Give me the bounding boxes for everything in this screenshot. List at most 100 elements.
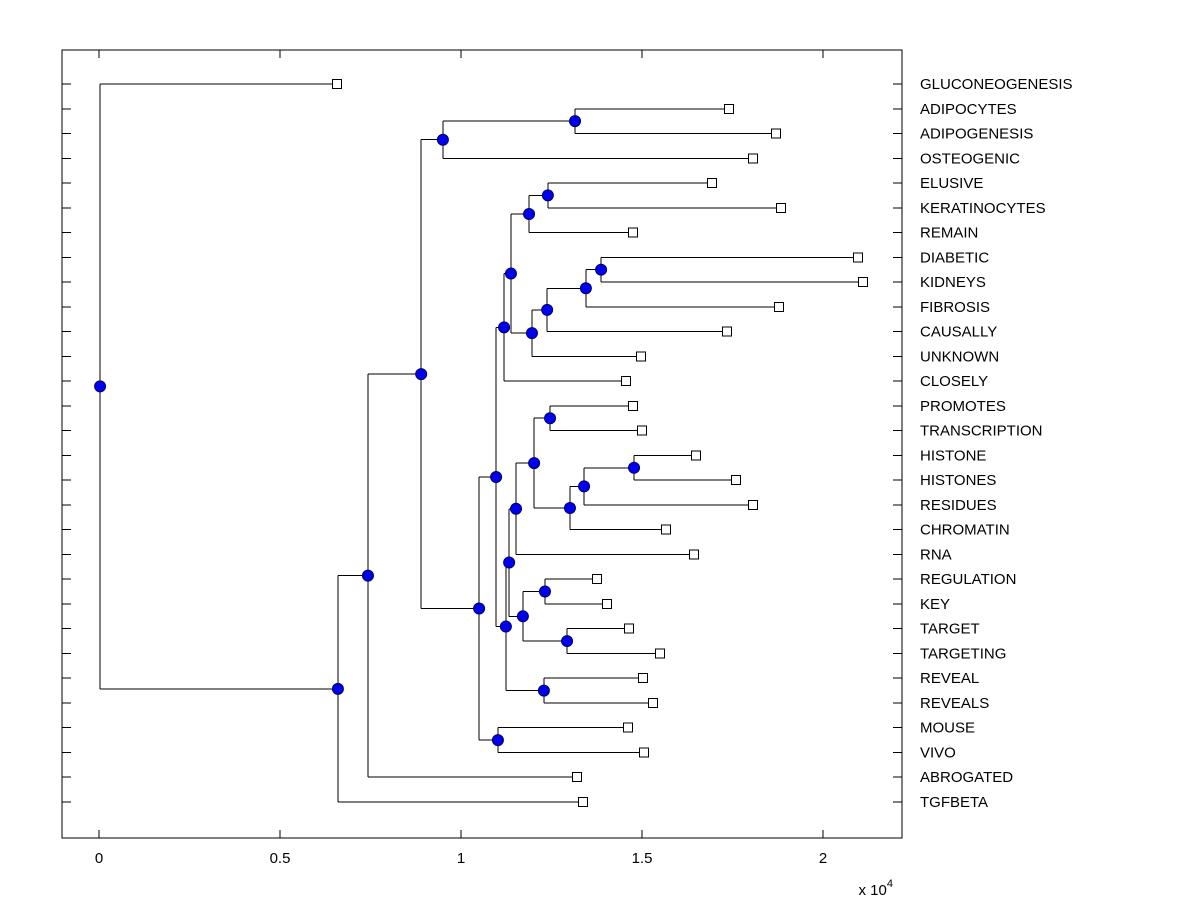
leaf-marker	[689, 549, 700, 560]
leaf-marker	[773, 301, 784, 312]
axes-box	[61, 49, 903, 839]
leaf-label: GLUCONEOGENESIS	[920, 76, 1073, 93]
cluster-node-marker	[537, 684, 550, 697]
leaf-marker	[592, 574, 603, 585]
leaf-label: CLOSELY	[920, 373, 988, 390]
cluster-node-marker	[498, 321, 511, 334]
leaf-marker	[647, 697, 658, 708]
leaf-label: ADIPOGENESIS	[920, 126, 1033, 143]
leaf-label: REMAIN	[920, 225, 978, 242]
leaf-marker	[655, 648, 666, 659]
leaf-label: CHROMATIN	[920, 522, 1010, 539]
leaf-label: HISTONES	[920, 472, 996, 489]
cluster-node-marker	[544, 412, 557, 425]
leaf-label: REVEAL	[920, 670, 979, 687]
leaf-marker	[731, 475, 742, 486]
cluster-node-marker	[504, 267, 517, 280]
x-tick-label: 2	[819, 850, 827, 867]
cluster-node-marker	[538, 585, 551, 598]
leaf-label: ELUSIVE	[920, 175, 983, 192]
leaf-label: TRANSCRIPTION	[920, 423, 1043, 440]
cluster-node-marker	[523, 207, 536, 220]
cluster-node-marker	[595, 263, 608, 276]
x-tick-label: 1	[457, 850, 465, 867]
leaf-label: MOUSE	[920, 720, 975, 737]
leaf-marker	[627, 400, 638, 411]
x-axis-multiplier: x 104	[859, 878, 893, 899]
leaf-marker	[571, 772, 582, 783]
leaf-label: OSTEOGENIC	[920, 150, 1020, 167]
cluster-node-marker	[499, 620, 512, 633]
leaf-label: KIDNEYS	[920, 274, 986, 291]
leaf-label: DIABETIC	[920, 249, 989, 266]
leaf-label: TARGET	[920, 621, 980, 638]
leaf-label: PROMOTES	[920, 398, 1006, 415]
leaf-label: UNKNOWN	[920, 348, 999, 365]
cluster-node-marker	[628, 461, 641, 474]
leaf-label: KEY	[920, 596, 950, 613]
cluster-node-marker	[569, 115, 582, 128]
leaf-marker	[637, 425, 647, 436]
leaf-marker	[776, 202, 787, 213]
cluster-node-marker	[516, 610, 529, 623]
cluster-node-marker	[525, 327, 538, 340]
cluster-node-marker	[561, 635, 574, 648]
leaf-marker	[635, 351, 646, 362]
leaf-marker	[722, 326, 733, 337]
cluster-node-marker	[503, 556, 516, 569]
cluster-node-marker	[563, 501, 576, 514]
leaf-marker	[577, 796, 588, 807]
leaf-marker	[770, 128, 781, 139]
cluster-node-marker	[473, 602, 486, 615]
leaf-label: RESIDUES	[920, 497, 997, 514]
cluster-node-marker	[528, 457, 541, 470]
cluster-node-marker	[541, 303, 554, 316]
leaf-marker	[706, 178, 717, 189]
leaf-label: CAUSALLY	[920, 324, 997, 341]
leaf-marker	[623, 623, 634, 634]
leaf-marker	[723, 103, 734, 114]
cluster-node-marker	[94, 380, 107, 393]
leaf-marker	[621, 376, 632, 387]
cluster-node-marker	[436, 133, 449, 146]
x-tick-label: 0	[95, 850, 103, 867]
leaf-marker	[622, 722, 633, 733]
cluster-node-marker	[361, 569, 374, 582]
leaf-label: TGFBETA	[920, 794, 988, 811]
leaf-marker	[601, 598, 612, 609]
leaf-label: KERATINOCYTES	[920, 200, 1046, 217]
cluster-node-marker	[510, 502, 523, 515]
leaf-label: FIBROSIS	[920, 299, 990, 316]
cluster-node-marker	[541, 189, 554, 202]
cluster-node-marker	[578, 480, 591, 493]
axis-ticks	[62, 50, 902, 838]
x-tick-label: 0.5	[270, 850, 291, 867]
leaf-label: ADIPOCYTES	[920, 101, 1017, 118]
leaf-label: REGULATION	[920, 571, 1016, 588]
leaf-label: REVEALS	[920, 695, 989, 712]
cluster-node-marker	[490, 470, 503, 483]
leaf-marker	[638, 673, 649, 684]
leaf-label: TARGETING	[920, 645, 1006, 662]
cluster-node-marker	[331, 682, 344, 695]
leaf-marker	[748, 499, 759, 510]
leaf-label: VIVO	[920, 744, 956, 761]
leaf-marker	[639, 747, 650, 758]
leaf-label: ABROGATED	[920, 769, 1013, 786]
cluster-node-marker	[579, 282, 592, 295]
cluster-node-marker	[491, 734, 504, 747]
leaf-marker	[690, 450, 701, 461]
leaf-label: HISTONE	[920, 447, 986, 464]
leaf-label: RNA	[920, 546, 952, 563]
leaf-marker	[660, 524, 671, 535]
leaf-marker	[627, 227, 638, 238]
cluster-node-marker	[415, 368, 428, 381]
leaf-marker	[748, 153, 759, 164]
x-tick-label: 1.5	[632, 850, 653, 867]
leaf-marker	[857, 277, 868, 288]
leaf-marker	[331, 79, 342, 89]
leaf-marker	[853, 252, 864, 263]
